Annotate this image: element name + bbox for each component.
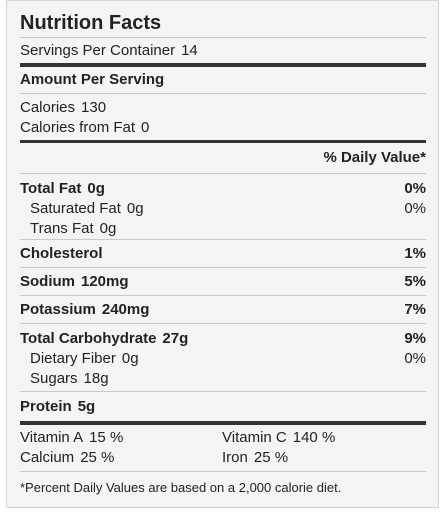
carbohydrate-block: Total Carbohydrate 27g 9% Dietary Fiber 0g… <box>20 324 426 391</box>
dietary-fiber-row: Dietary Fiber 0g 0% <box>20 349 426 369</box>
calcium-row: Calcium 25 % <box>20 448 222 468</box>
daily-value-header-row: % Daily Value* <box>20 143 426 173</box>
total-carbohydrate-dv: 9% <box>404 330 426 347</box>
trans-fat-amount: 0g <box>99 220 117 237</box>
protein-row: Protein 5g <box>20 392 426 421</box>
saturated-fat-label: Saturated Fat <box>30 200 121 217</box>
dietary-fiber-dv: 0% <box>404 350 426 367</box>
vitamin-c-label: Vitamin C <box>222 429 287 446</box>
calories-value: 130 <box>81 99 107 116</box>
total-fat-dv: 0% <box>404 180 426 197</box>
nutrition-facts-panel: Nutrition Facts Servings Per Container 14… <box>6 0 439 508</box>
cholesterol-label: Cholesterol <box>20 244 103 262</box>
vitamin-a-label: Vitamin A <box>20 429 84 446</box>
potassium-amount: 240mg <box>101 300 150 318</box>
sugars-amount: 18g <box>83 370 109 387</box>
total-fat-label: Total Fat <box>20 180 82 197</box>
servings-label: Servings Per Container <box>20 41 176 59</box>
amount-per-serving-row: Amount Per Serving <box>20 67 426 93</box>
calories-row: Calories 130 <box>20 98 426 118</box>
calories-label: Calories <box>20 99 76 116</box>
amount-per-serving-heading: Amount Per Serving <box>20 71 165 88</box>
dietary-fiber-label: Dietary Fiber <box>30 350 116 367</box>
total-carbohydrate-amount: 27g <box>162 330 189 347</box>
footnote: *Percent Daily Values are based on a 2,0… <box>20 480 342 495</box>
calcium-label: Calcium <box>20 449 75 466</box>
vitamin-a-row: Vitamin A 15 % <box>20 428 222 448</box>
vitamins-block: Vitamin A 15 % Vitamin C 140 % Calcium 25 %… <box>20 425 426 471</box>
sodium-dv: 5% <box>404 272 426 290</box>
total-fat-amount: 0g <box>87 180 105 197</box>
saturated-fat-row: Saturated Fat 0g 0% <box>20 199 426 219</box>
calcium-value: 25 % <box>80 449 115 466</box>
saturated-fat-amount: 0g <box>126 200 144 217</box>
cholesterol-dv: 1% <box>404 244 426 262</box>
trans-fat-row: Trans Fat 0g <box>20 219 426 239</box>
calories-from-fat-value: 0 <box>141 119 150 136</box>
dietary-fiber-amount: 0g <box>121 350 139 367</box>
potassium-row: Potassium 240mg 7% <box>20 296 426 323</box>
saturated-fat-dv: 0% <box>404 200 426 217</box>
total-carbohydrate-row: Total Carbohydrate 27g 9% <box>20 329 426 349</box>
servings-row: Servings Per Container 14 <box>20 38 426 63</box>
sugars-row: Sugars 18g <box>20 369 426 389</box>
calories-from-fat-row: Calories from Fat 0 <box>20 118 426 138</box>
potassium-label: Potassium <box>20 300 96 318</box>
sodium-row: Sodium 120mg 5% <box>20 268 426 295</box>
iron-value: 25 % <box>253 449 289 466</box>
iron-row: Iron 25 % <box>222 448 426 468</box>
protein-label: Protein <box>20 397 72 415</box>
calories-block: Calories 130 Calories from Fat 0 <box>20 94 426 140</box>
vitamin-a-value: 15 % <box>89 429 124 446</box>
cholesterol-row: Cholesterol 1% <box>20 240 426 267</box>
trans-fat-label: Trans Fat <box>30 220 94 237</box>
protein-amount: 5g <box>77 397 96 415</box>
potassium-dv: 7% <box>404 300 426 318</box>
vitamin-c-value: 140 % <box>292 429 336 446</box>
total-fat-row: Total Fat 0g 0% <box>20 179 426 199</box>
nutrition-facts-content: Nutrition Facts Servings Per Container 14… <box>20 1 426 497</box>
sodium-label: Sodium <box>20 272 75 290</box>
vitamin-c-row: Vitamin C 140 % <box>222 428 426 448</box>
sodium-amount: 120mg <box>81 272 129 290</box>
daily-value-heading: % Daily Value* <box>323 149 426 166</box>
page-title: Nutrition Facts <box>20 12 162 34</box>
iron-label: Iron <box>222 449 248 466</box>
calories-from-fat-label: Calories from Fat <box>20 119 136 136</box>
fat-block: Total Fat 0g 0% Saturated Fat 0g 0% Trans … <box>20 174 426 239</box>
total-carbohydrate-label: Total Carbohydrate <box>20 330 157 347</box>
servings-value: 14 <box>181 41 198 59</box>
sugars-label: Sugars <box>30 370 78 387</box>
